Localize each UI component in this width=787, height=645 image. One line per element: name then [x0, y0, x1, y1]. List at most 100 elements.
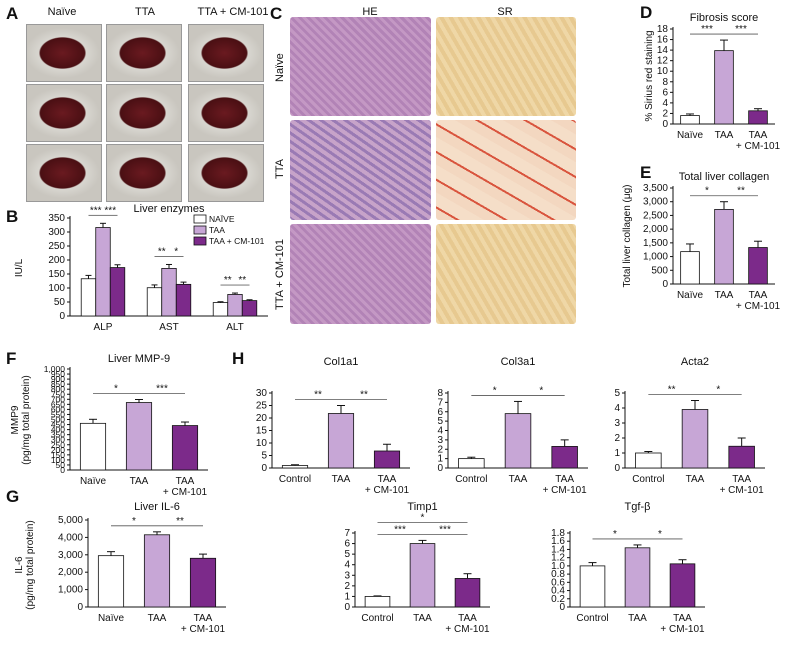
chart-g3-ytick-label: 0	[559, 602, 565, 613]
chart-g3-ytick-label: 0.8	[551, 569, 565, 580]
chart-d-ytick-label: 16	[657, 35, 669, 46]
chart-f-xtick-label: TAA	[130, 476, 149, 487]
chart-h2-ytick-label: 7	[437, 397, 443, 408]
chart-f-bar	[79, 422, 107, 471]
sr-image-r2	[436, 120, 576, 220]
chart-h3-bar	[728, 445, 755, 469]
chart-f-ytick-label: 250	[51, 440, 65, 450]
liver-photo-r3-c3	[188, 144, 264, 202]
chart-h2-bar	[458, 458, 485, 469]
chart-g-sig-label: **	[176, 516, 184, 527]
chart-d-ytick-label: 14	[657, 45, 669, 56]
chart-f-ytick-label: 500	[51, 415, 65, 425]
chart-g-ylabel: (pg/mg total protein)	[25, 520, 36, 610]
chart-f-ytick-label: 950	[51, 369, 65, 379]
chart-b-legend-label: TAA	[209, 225, 225, 235]
chart-e-sig-label: **	[737, 186, 745, 197]
chart-g2-bar	[409, 543, 436, 608]
chart-h3-ytick-label: 1	[614, 448, 620, 459]
chart-b-bar	[80, 278, 97, 317]
chart-h3-ytick-label: 5	[614, 388, 620, 399]
chart-d-ytick-label: 4	[662, 98, 668, 109]
chart-d-ytick-label: 18	[657, 24, 669, 35]
chart-g2-xtick-label: TAA	[413, 613, 432, 624]
chart-f-ytick-label: 100	[51, 455, 65, 465]
chart-g-panel-letter: G	[6, 487, 19, 506]
chart-h1-xtick-label: + CM-101	[365, 485, 410, 496]
chart-f-xtick-label: + CM-101	[163, 487, 208, 498]
chart-e-bar	[680, 251, 700, 285]
chart-f-ytick-label: 750	[51, 389, 65, 399]
chart-e-xtick-label: TAA	[715, 290, 734, 301]
chart-h3-ytick-label: 3	[614, 418, 620, 429]
chart-f-ylabel: (pg/mg total protein)	[21, 375, 32, 465]
chart-h2-sig-label: *	[493, 385, 497, 396]
chart-g2-sig-label: *	[421, 512, 425, 523]
chart-e-ytick-label: 2,000	[643, 224, 668, 235]
chart-h3-ytick-label: 4	[614, 403, 620, 414]
chart-g-ytick-label: 4,000	[58, 532, 83, 543]
chart-h3-sig-label: *	[716, 385, 720, 396]
chart-h2-xtick-label: TAA	[509, 474, 528, 485]
chart-b-bar	[212, 302, 229, 317]
chart-f-title: Liver MMP-9	[108, 353, 170, 365]
chart-b-bar	[95, 227, 111, 317]
chart-b-bar	[161, 267, 177, 317]
chart-e-bar	[714, 208, 734, 285]
chart-b-xtick-label: ALP	[94, 322, 113, 333]
chart-f-xtick-label: TAA	[176, 476, 195, 487]
chart-e-ytick-label: 3,000	[643, 197, 668, 208]
chart-g2-ytick-label: 6	[344, 539, 350, 550]
liver-photo-r3-c2	[106, 144, 182, 202]
chart-e-ytick-label: 0	[662, 279, 668, 290]
chart-f-bar	[171, 425, 199, 471]
chart-f-ytick-label: 1,000	[44, 364, 66, 374]
chart-h1-ytick-label: 10	[256, 438, 268, 449]
liver-photo-r2-c3	[188, 84, 264, 142]
chart-g2-bar	[364, 596, 391, 608]
panel-letter-a: A	[6, 4, 19, 23]
chart-b-ylabel: IU/L	[14, 258, 25, 277]
col-label-tta-cm101: TTA + CM-101	[197, 6, 269, 18]
chart-g-bar	[189, 557, 217, 608]
chart-g3-xtick-label: Control	[576, 613, 608, 624]
chart-h3-title: Acta2	[681, 356, 709, 368]
col-label-sr: SR	[497, 6, 513, 18]
chart-d-ytick-label: 12	[657, 56, 669, 67]
chart-f-sig-label: *	[114, 384, 118, 395]
chart-d-xtick-label: Naïve	[677, 130, 704, 141]
chart-g3-ytick-label: 1.6	[551, 536, 565, 547]
chart-b-legend-label: TAA + CM-101	[209, 236, 265, 246]
chart-f-bar	[125, 402, 153, 471]
chart-h3-xtick-label: TAA	[732, 474, 751, 485]
chart-f-ytick-label: 200	[51, 445, 65, 455]
chart-h1-bar	[373, 450, 401, 469]
chart-g-bar	[97, 555, 125, 608]
chart-e-ylabel: Total liver collagen (μg)	[622, 184, 633, 287]
panel-letter-c: C	[270, 4, 283, 23]
chart-h2-ytick-label: 1	[437, 454, 443, 465]
chart-f-ytick-label: 700	[51, 394, 65, 404]
chart-b-sig-label: **	[238, 275, 246, 286]
he-image-r1	[290, 17, 431, 116]
chart-h1-xtick-label: TAA	[332, 474, 351, 485]
chart-g3-bar	[624, 547, 651, 608]
chart-g-ytick-label: 3,000	[58, 550, 83, 561]
chart-g2-title: Timp1	[407, 501, 437, 513]
chart-g2-ytick-label: 7	[344, 528, 350, 539]
chart-g2-ytick-label: 0	[344, 602, 350, 613]
liver-photo-r2-c1	[26, 84, 102, 142]
chart-b-bar	[241, 300, 258, 317]
chart-b-ytick-label: 250	[48, 241, 65, 252]
chart-f-ytick-label: 850	[51, 379, 65, 389]
chart-h1-bar	[281, 465, 309, 469]
chart-f-ytick-label: 300	[51, 435, 65, 445]
chart-b-ytick-label: 150	[48, 269, 65, 280]
chart-g-ytick-label: 2,000	[58, 567, 83, 578]
chart-d-ytick-label: 10	[657, 66, 669, 77]
he-image-r3	[290, 224, 431, 324]
chart-b-legend-swatch	[193, 225, 207, 235]
chart-h2-ytick-label: 6	[437, 407, 443, 418]
chart-g3-bar	[669, 563, 696, 608]
